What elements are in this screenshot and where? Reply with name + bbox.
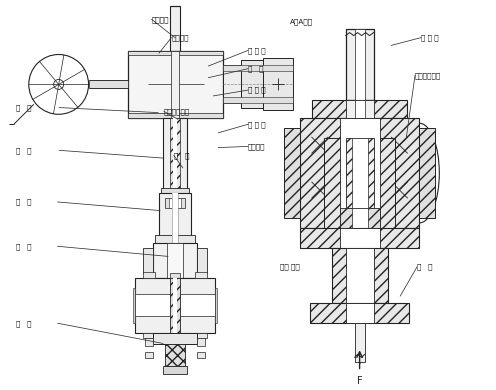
Bar bbox=[133, 288, 135, 323]
Text: 主 箱 体: 主 箱 体 bbox=[248, 87, 266, 93]
Bar bbox=[143, 333, 155, 339]
Bar bbox=[352, 208, 368, 228]
Bar bbox=[163, 366, 187, 374]
Text: 管 出 排: 管 出 排 bbox=[248, 121, 266, 128]
Circle shape bbox=[54, 80, 63, 89]
Text: 箱   盖: 箱 盖 bbox=[248, 66, 263, 72]
Text: 电动装置: 电动装置 bbox=[172, 34, 189, 41]
Bar bbox=[355, 28, 365, 100]
Bar bbox=[215, 288, 217, 323]
Bar bbox=[143, 248, 153, 273]
Bar bbox=[145, 339, 153, 346]
Bar bbox=[346, 303, 373, 323]
Bar bbox=[143, 272, 155, 278]
Bar bbox=[153, 243, 197, 278]
Bar bbox=[153, 333, 197, 344]
Bar bbox=[170, 278, 180, 333]
Text: 排   水: 排 水 bbox=[16, 320, 31, 326]
Bar bbox=[346, 118, 373, 138]
Bar bbox=[420, 128, 435, 218]
Bar bbox=[197, 339, 205, 346]
Bar bbox=[195, 333, 207, 339]
Bar bbox=[135, 278, 215, 333]
Bar bbox=[346, 28, 373, 100]
Text: （阀 杆）: （阀 杆） bbox=[280, 264, 300, 270]
Bar bbox=[241, 60, 263, 108]
Bar bbox=[173, 118, 177, 193]
Bar bbox=[346, 248, 373, 303]
Bar bbox=[170, 273, 180, 281]
Bar bbox=[332, 248, 387, 303]
Bar bbox=[197, 248, 207, 273]
Bar bbox=[284, 128, 300, 218]
Bar bbox=[195, 272, 207, 278]
Text: 圆锥滚子轴承: 圆锥滚子轴承 bbox=[415, 72, 441, 79]
Text: 阀 杆 罩: 阀 杆 罩 bbox=[421, 34, 438, 41]
Bar bbox=[145, 353, 153, 358]
Bar bbox=[346, 138, 373, 208]
Bar bbox=[312, 100, 407, 118]
Bar bbox=[128, 51, 223, 55]
Bar bbox=[89, 80, 128, 89]
Bar bbox=[173, 278, 177, 333]
Bar bbox=[223, 98, 293, 103]
Bar bbox=[340, 228, 379, 248]
Text: 锁 紧 套: 锁 紧 套 bbox=[248, 47, 266, 54]
Bar bbox=[163, 118, 187, 193]
Bar bbox=[197, 353, 205, 358]
Bar bbox=[135, 294, 215, 316]
Bar bbox=[165, 198, 185, 208]
Text: 阀   体: 阀 体 bbox=[16, 199, 31, 205]
Text: 阀   束: 阀 束 bbox=[417, 264, 433, 270]
Bar bbox=[355, 323, 365, 362]
Text: 阀杆螺母: 阀杆螺母 bbox=[248, 143, 265, 150]
Bar bbox=[300, 118, 346, 228]
Bar bbox=[165, 344, 185, 366]
Bar bbox=[170, 118, 180, 193]
Bar bbox=[223, 66, 241, 103]
Bar bbox=[128, 51, 223, 118]
Bar bbox=[172, 193, 178, 243]
Text: 阀   套: 阀 套 bbox=[16, 104, 31, 111]
Bar bbox=[352, 138, 368, 208]
Bar bbox=[340, 208, 379, 228]
Bar bbox=[169, 198, 181, 208]
Bar bbox=[170, 6, 180, 51]
Text: 上   盖: 上 盖 bbox=[16, 147, 31, 154]
Text: F: F bbox=[357, 376, 363, 386]
Bar bbox=[324, 138, 395, 228]
Bar bbox=[171, 51, 179, 118]
Bar bbox=[161, 188, 189, 196]
Bar bbox=[223, 66, 293, 71]
Bar bbox=[300, 228, 420, 248]
Bar bbox=[167, 243, 183, 278]
Bar bbox=[128, 113, 223, 118]
Bar bbox=[373, 118, 420, 228]
Text: 阀   板: 阀 板 bbox=[16, 243, 31, 250]
Bar bbox=[155, 235, 195, 243]
Bar bbox=[346, 100, 373, 118]
Bar bbox=[310, 303, 409, 323]
Bar bbox=[263, 58, 293, 110]
Text: 破坏部位: 破坏部位 bbox=[152, 16, 169, 23]
Bar bbox=[340, 118, 379, 228]
Bar bbox=[159, 193, 191, 243]
Bar bbox=[355, 100, 365, 118]
Text: 阀   杆: 阀 杆 bbox=[174, 152, 189, 159]
Text: 阀杆螺纹部分: 阀杆螺纹部分 bbox=[164, 108, 190, 115]
Text: A－A放大: A－A放大 bbox=[290, 19, 313, 25]
